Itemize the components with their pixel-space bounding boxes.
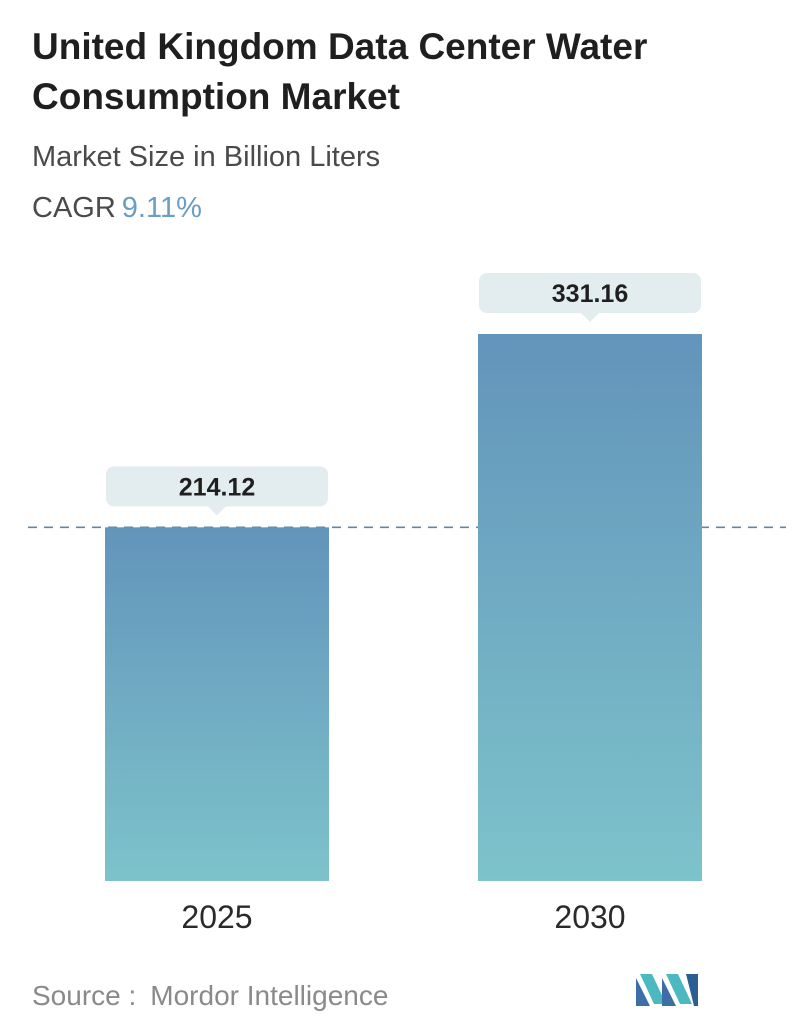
value-label-box [479, 273, 701, 313]
x-axis-ticks-layer: 2025 2030 [181, 899, 625, 935]
x-tick-label-2030: 2030 [554, 899, 625, 935]
value-label-pointer [208, 506, 226, 516]
value-label-2025: 214.12 [179, 473, 255, 501]
value-label-box [106, 466, 328, 507]
cagr-value: 9.11% [121, 192, 202, 224]
chart-title: United Kingdom Data Center Water Consump… [32, 26, 648, 117]
source-line: Source : Mordor Intelligence [32, 976, 388, 1016]
mordor-intelligence-logo-icon [636, 974, 698, 1006]
value-label-callout-2030: 331.16 [479, 273, 701, 322]
value-labels-layer: 214.12 331.16 [106, 273, 701, 516]
source-label: Source : [32, 980, 137, 1011]
chart-subtitle: Market Size in Billion Liters [32, 141, 381, 173]
value-label-callout-2025: 214.12 [106, 466, 328, 516]
x-tick-label-2025: 2025 [181, 899, 252, 935]
bar-2025 [105, 527, 329, 881]
value-label-pointer [581, 313, 599, 322]
bars-layer [105, 334, 702, 881]
source-name: Mordor Intelligence [150, 980, 389, 1011]
bar-2030 [478, 334, 702, 881]
bar-chart: 214.12 331.16 2025 2030 [28, 273, 786, 935]
cagr-row: CAGR 9.11% [32, 188, 202, 228]
cagr-label: CAGR [32, 192, 116, 224]
value-label-2030: 331.16 [552, 280, 628, 308]
